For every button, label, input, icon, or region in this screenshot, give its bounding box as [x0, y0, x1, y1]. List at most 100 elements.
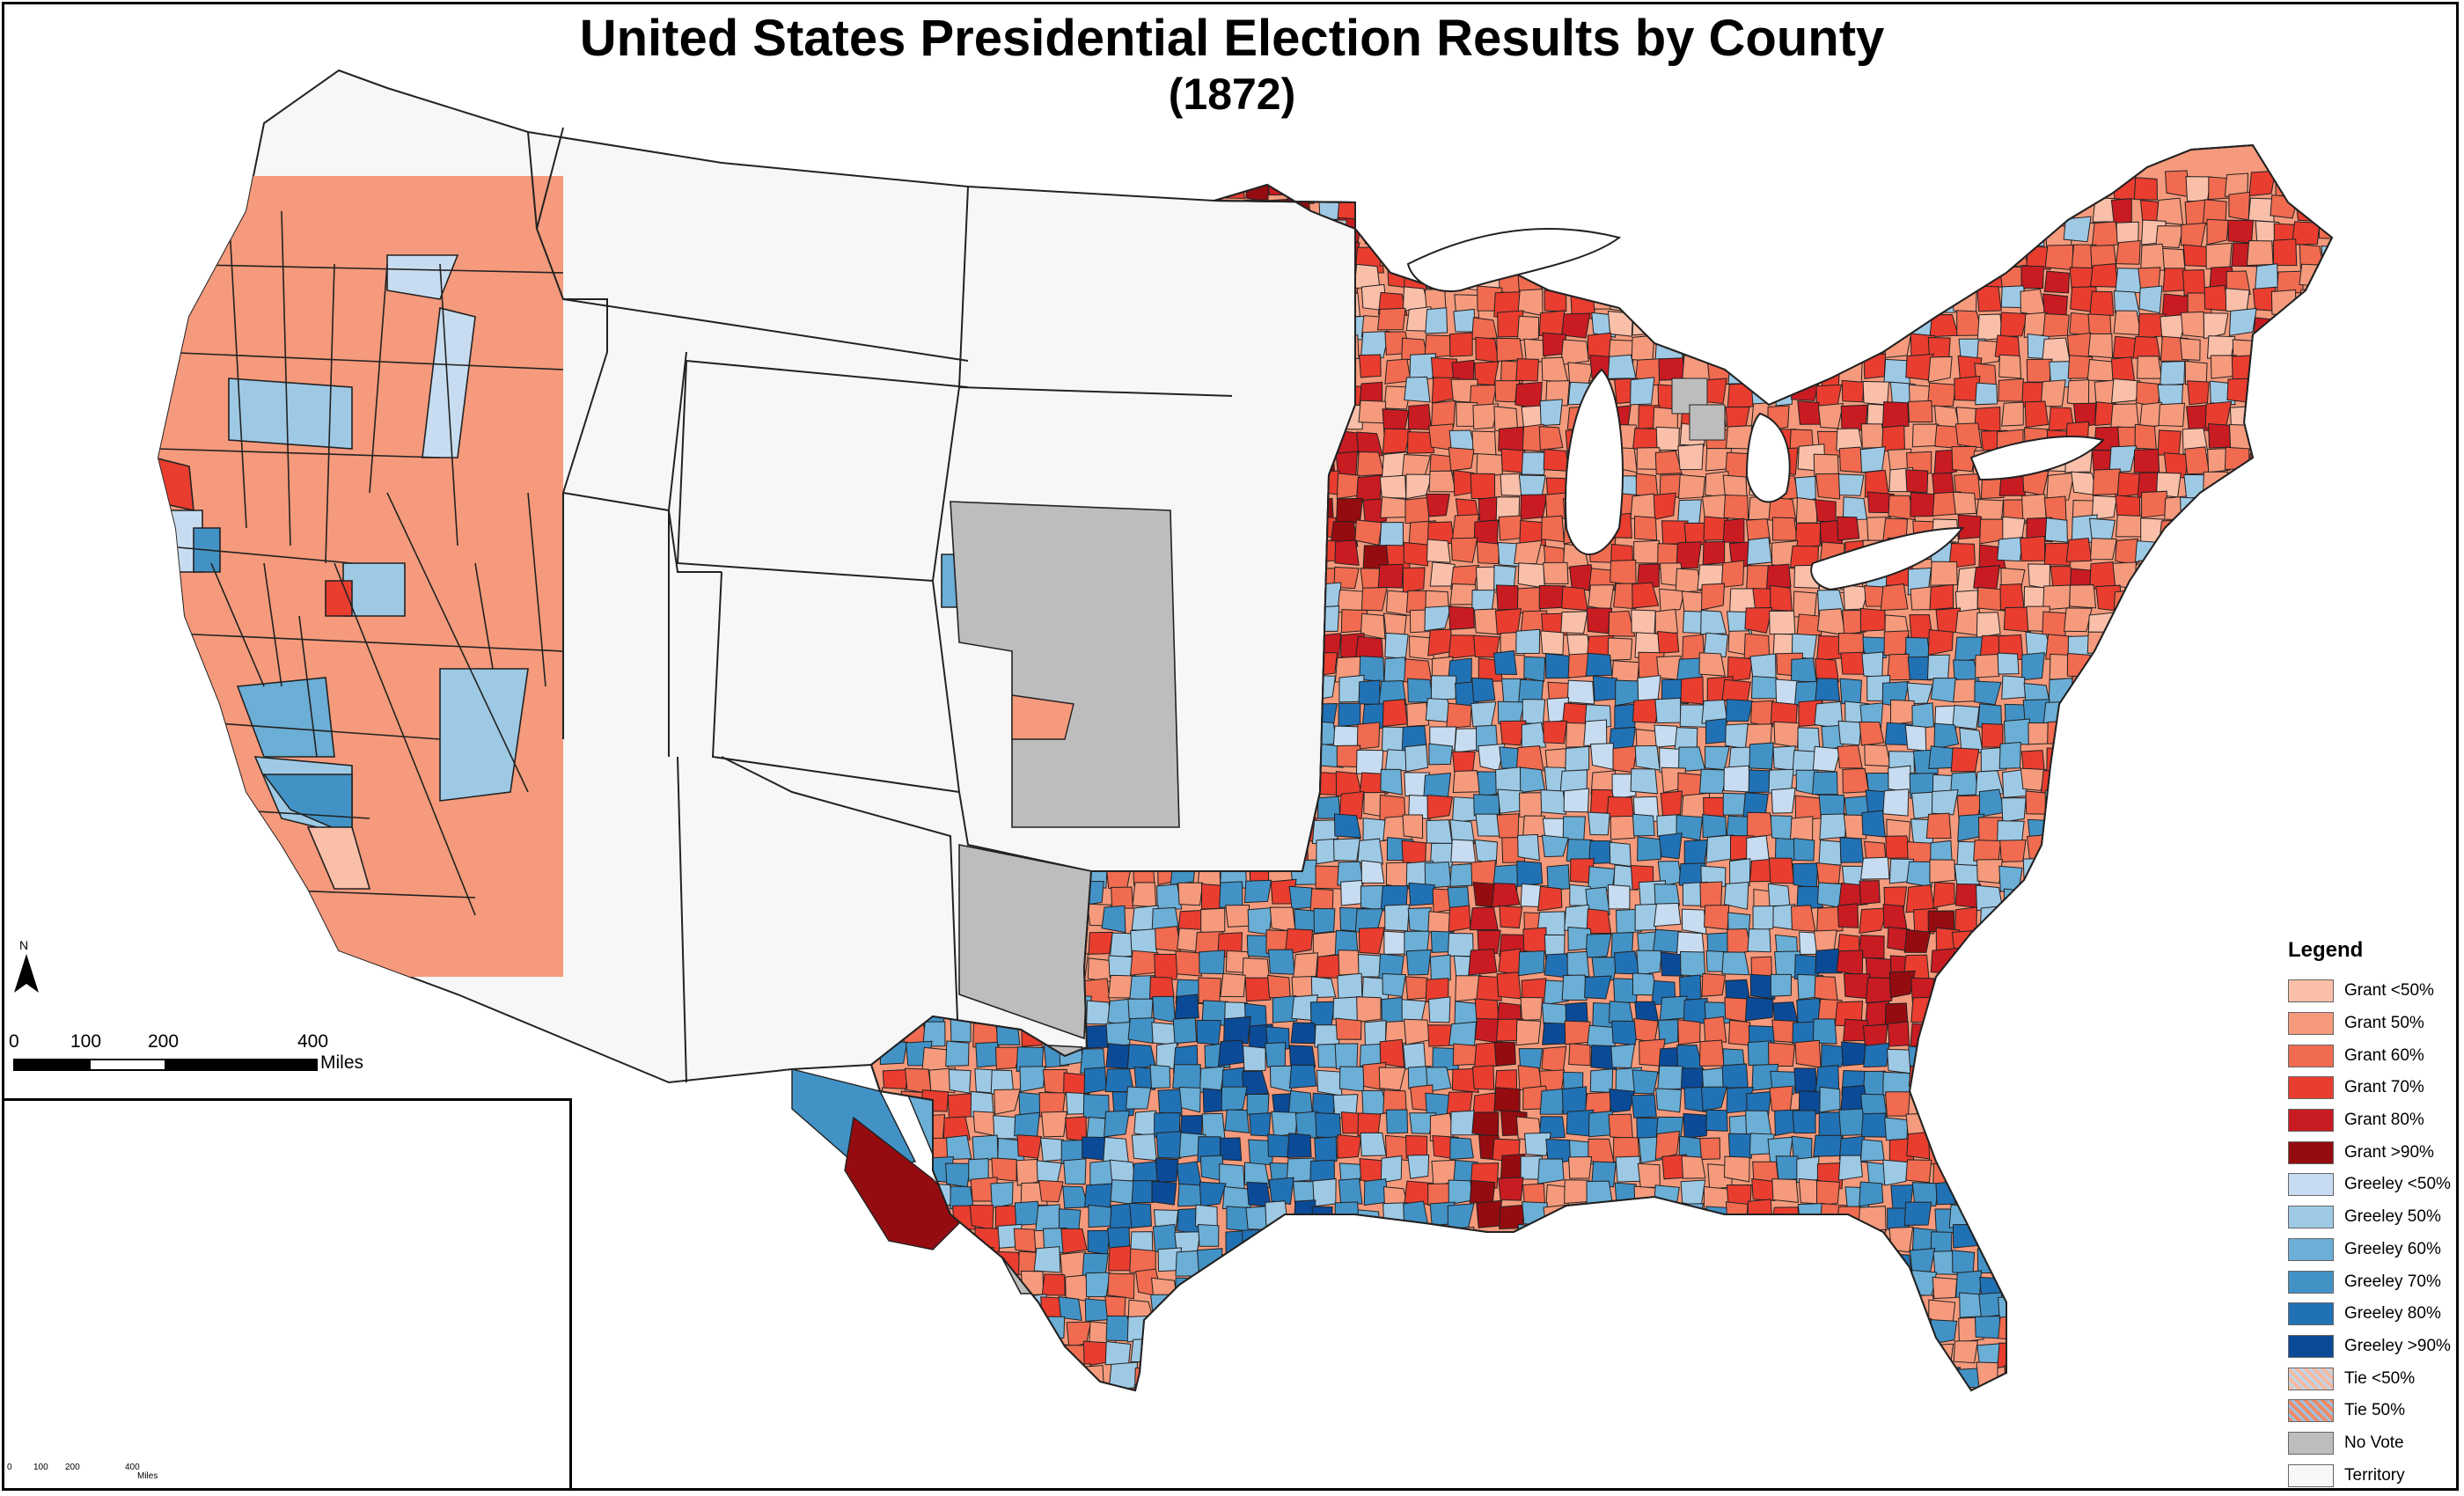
- county-cell: [1751, 1346, 1779, 1370]
- county-cell: [2225, 773, 2249, 797]
- county-cell: [2091, 766, 2119, 793]
- county-cell: [2300, 492, 2329, 518]
- county-cell: [2225, 1249, 2251, 1277]
- county-cell: [1585, 933, 1612, 958]
- county-cell: [2139, 947, 2165, 975]
- county-cell: [1516, 861, 1544, 887]
- county-cell: [2252, 1362, 2279, 1387]
- county-cell: [1520, 1252, 1548, 1279]
- county-cell: [1974, 927, 1999, 951]
- county-cell: [1842, 609, 1866, 635]
- county-cell: [1774, 176, 1801, 199]
- county-cell: [2299, 543, 2328, 568]
- county-cell: [1495, 1254, 1521, 1281]
- county-cell: [2203, 312, 2229, 340]
- county-cell: [1929, 583, 1954, 611]
- county-cell: [1768, 1299, 1798, 1324]
- county-cell: [1842, 1299, 1870, 1324]
- county-cell: [2321, 246, 2332, 268]
- county-cell: [1979, 1021, 2001, 1045]
- county-cell: [1516, 315, 1540, 341]
- county-cell: [1633, 268, 1659, 291]
- county-cell: [1975, 1044, 1999, 1070]
- county-cell: [1566, 679, 1595, 705]
- legend-label: Greeley 50%: [2344, 1207, 2441, 1227]
- county-cell: [1060, 1250, 1087, 1279]
- county-cell: [2182, 244, 2210, 268]
- county-cell: [2252, 1338, 2279, 1364]
- county-cell: [2179, 786, 2207, 812]
- county-cell: [1794, 1039, 1822, 1068]
- county-cell: [1354, 519, 1382, 546]
- county-cell: [1356, 749, 1384, 776]
- county-cell: [1453, 308, 1476, 333]
- county-cell: [1153, 1384, 1175, 1390]
- county-cell: [2253, 706, 2279, 731]
- county-cell: [1538, 310, 1566, 337]
- county-cell: [1743, 360, 1768, 386]
- county-cell: [2160, 1269, 2185, 1296]
- county-cell: [1198, 977, 1222, 1004]
- county-cell: [2110, 676, 2138, 702]
- county-cell: [2110, 198, 2132, 224]
- county-cell: [2321, 679, 2332, 705]
- county-cell: [2142, 1366, 2169, 1390]
- county-cell: [2049, 1155, 2072, 1182]
- county-cell: [1998, 865, 2023, 892]
- county-cell: [2050, 1367, 2077, 1390]
- county-cell: [1448, 173, 1474, 199]
- county-cell: [1354, 635, 1383, 660]
- county-cell: [1272, 995, 1298, 1023]
- county-cell: [1155, 926, 1182, 952]
- county-cell: [1793, 837, 1815, 862]
- county-cell: [2229, 1086, 2259, 1115]
- county-cell: [1975, 382, 1998, 406]
- county-cell: [2296, 329, 2326, 358]
- county-cell: [1109, 1203, 1133, 1232]
- county-cell: [1220, 972, 1246, 998]
- county-cell: [2073, 719, 2096, 746]
- county-cell: [1589, 1316, 1612, 1343]
- county-cell: [1907, 1363, 1931, 1390]
- legend-item: Greeley 80%: [2284, 1298, 2460, 1331]
- county-cell: [1196, 1019, 1221, 1045]
- county-cell: [2111, 659, 2138, 686]
- county-cell: [1088, 931, 1113, 955]
- county-cell: [2203, 977, 2232, 1004]
- county-cell: [1175, 950, 1203, 977]
- county-cell: [1888, 1253, 1913, 1276]
- county-cell: [1407, 1155, 1430, 1179]
- county-cell: [947, 1250, 975, 1280]
- county-cell: [928, 1387, 956, 1390]
- county-cell: [1363, 1276, 1392, 1302]
- county-cell: [1568, 1315, 1593, 1338]
- county-cell: [1653, 902, 1682, 928]
- county-cell: [1700, 1342, 1728, 1369]
- county-cell: [1975, 1140, 2002, 1165]
- county-cell: [1862, 267, 1889, 293]
- county-cell: [1152, 995, 1177, 1023]
- county-cell: [1476, 170, 1501, 198]
- county-cell: [2323, 176, 2332, 204]
- county-cell: [1910, 1386, 1937, 1390]
- county-cell: [1951, 445, 1977, 473]
- legend-label: Greeley 70%: [2344, 1272, 2441, 1291]
- county-cell: [2203, 1249, 2231, 1274]
- county-cell: [2088, 1003, 2115, 1030]
- county-cell: [1814, 1246, 1841, 1275]
- county-cell: [2020, 265, 2044, 290]
- county-cell: [1813, 1134, 1843, 1157]
- county-cell: [1815, 1338, 1842, 1366]
- county-cell: [1817, 1384, 1845, 1390]
- county-cell: [2248, 1386, 2274, 1390]
- county-cell: [1657, 1321, 1682, 1348]
- county-cell: [1682, 1384, 1709, 1390]
- county-cell: [1729, 1346, 1757, 1371]
- county-cell: [2089, 1320, 2114, 1348]
- county-cell: [1199, 950, 1226, 975]
- county-cell: [1083, 1067, 1107, 1095]
- county-cell: [2049, 925, 2076, 952]
- county-cell: [2204, 932, 2233, 959]
- county-cell: [1631, 1271, 1657, 1298]
